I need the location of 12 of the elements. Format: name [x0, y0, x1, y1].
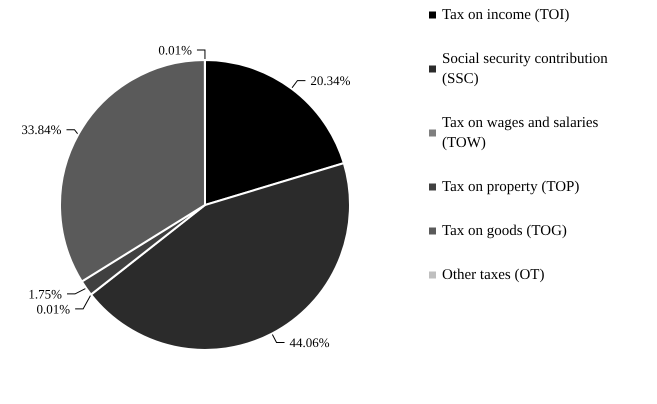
- legend-label: Tax on goods (TOG): [442, 223, 567, 239]
- data-label: 44.06%: [290, 335, 330, 350]
- data-label: 33.84%: [21, 122, 62, 138]
- data-label: 1.75%: [28, 286, 62, 302]
- legend-label: Social security contribution (SSC): [442, 51, 612, 87]
- legend-label: Tax on property (TOP): [442, 179, 580, 195]
- legend-label: Other taxes (OT): [442, 267, 544, 283]
- legend-label: Tax on wages and salaries (TOW): [442, 115, 602, 151]
- data-label: 0.01%: [36, 301, 70, 316]
- legend-label: Tax on income (TOI): [442, 7, 570, 23]
- data-label: 20.34%: [310, 73, 351, 88]
- data-label: 0.01%: [158, 42, 192, 58]
